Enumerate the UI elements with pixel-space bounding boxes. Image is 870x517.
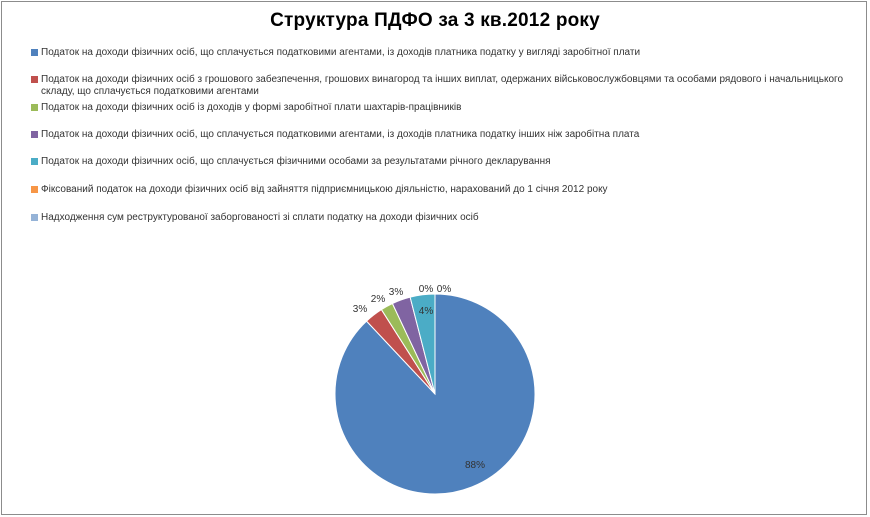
slice-percent-label: 0% <box>437 284 452 295</box>
legend-swatch <box>31 214 38 221</box>
legend-label: Надходження сум реструктурованої заборго… <box>41 212 479 223</box>
legend-label: Фіксований податок на доходи фізичних ос… <box>41 184 608 195</box>
slice-percent-label: 4% <box>419 306 434 317</box>
legend-entry: Податок на доходи фізичних осіб з грошов… <box>31 74 846 98</box>
legend-label: Податок на доходи фізичних осіб, що спла… <box>41 129 640 140</box>
legend-label: Податок на доходи фізичних осіб із доход… <box>41 102 462 113</box>
slice-percent-label: 88% <box>465 460 485 471</box>
legend-swatch <box>31 186 38 193</box>
slice-percent-label: 3% <box>353 304 368 315</box>
slice-percent-label: 3% <box>389 287 404 298</box>
legend-entry: Податок на доходи фізичних осіб, що спла… <box>31 47 846 59</box>
legend-swatch <box>31 131 38 138</box>
legend-swatch <box>31 104 38 111</box>
legend-swatch <box>31 49 38 56</box>
legend-label: Податок на доходи фізичних осіб, що спла… <box>41 47 641 58</box>
legend-entry: Податок на доходи фізичних осіб із доход… <box>31 102 846 114</box>
legend-label: Податок на доходи фізичних осіб з грошов… <box>41 74 844 97</box>
legend-entry: Податок на доходи фізичних осіб, що спла… <box>31 129 846 141</box>
chart-title: Структура ПДФО за 3 кв.2012 року <box>270 10 600 31</box>
pie-slice <box>409 293 436 395</box>
legend-entry: Податок на доходи фізичних осіб, що спла… <box>31 156 846 168</box>
legend-label: Податок на доходи фізичних осіб, що спла… <box>41 156 551 167</box>
legend-entry: Надходження сум реструктурованої заборго… <box>31 212 846 224</box>
slice-percent-label: 0% <box>419 284 434 295</box>
legend-entry: Фіксований податок на доходи фізичних ос… <box>31 184 846 196</box>
slice-percent-label: 2% <box>371 294 386 305</box>
legend-swatch <box>31 158 38 165</box>
legend-swatch <box>31 76 38 83</box>
